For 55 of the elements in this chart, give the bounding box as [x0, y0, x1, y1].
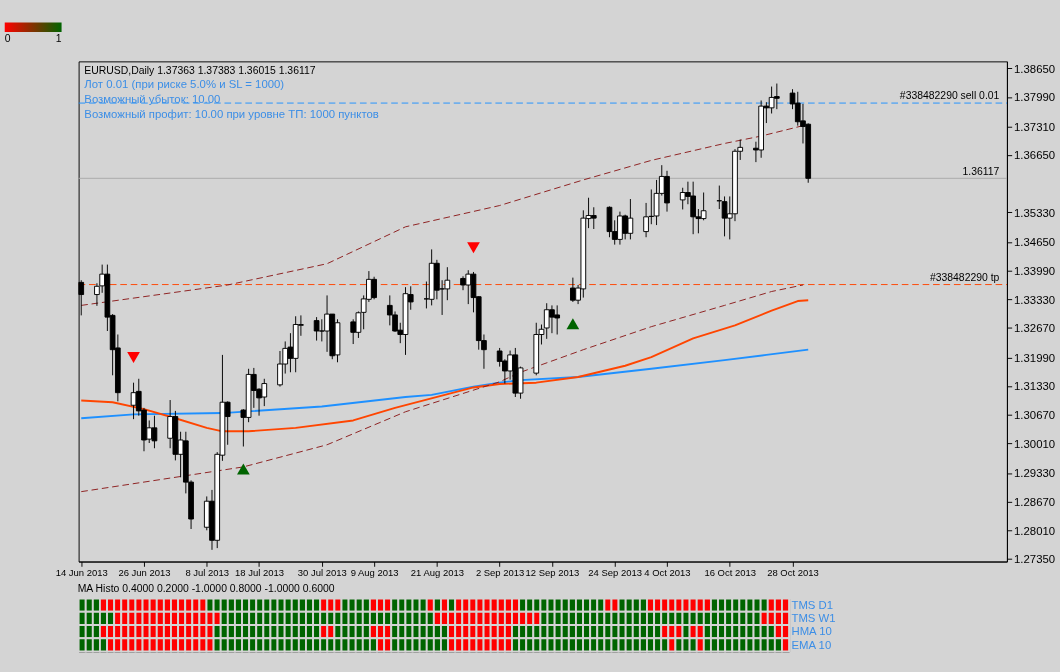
x-tick-label: 2 Sep 2013: [475, 567, 525, 579]
x-tick-label: 21 Aug 2013: [410, 567, 464, 579]
line-series: [80, 299, 810, 433]
annotation: Лот 0.01 (при риске 5.0% и SL = 1000): [84, 77, 285, 90]
candlestick: [313, 316, 320, 342]
y-tick-label: EMA 10: [791, 638, 832, 651]
line-series: [80, 284, 804, 493]
candlestick: [773, 83, 780, 110]
line-series: [80, 348, 810, 420]
y-tick-label: 1.32670: [1014, 322, 1056, 335]
x-tick-label: 26 Jun 2013: [118, 567, 171, 579]
y-tick-label: HMA 10: [791, 625, 832, 638]
y-tick-label: TMS D1: [791, 598, 834, 611]
chart-title: EURUSD,Daily 1.37363 1.37383 1.36015 1.36117: [84, 64, 316, 76]
x-tick-label: 28 Oct 2013: [767, 567, 819, 579]
y-tick-label: 1.36650: [1014, 149, 1056, 162]
candlestick: [590, 206, 597, 230]
y-tick-label: 1.35330: [1014, 206, 1056, 219]
point: [467, 242, 480, 254]
y-tick-label: 1.33990: [1014, 264, 1056, 277]
y-tick-label: 1.30670: [1014, 409, 1056, 422]
y-tick-label: 1.27350: [1014, 553, 1056, 566]
y-tick-label: TMS W1: [791, 612, 836, 625]
candlestick: [460, 275, 466, 291]
y-tick-label: 1.31330: [1014, 380, 1056, 393]
x-tick-label: 18 Jul 2013: [235, 567, 285, 579]
ref-line-label: 1.36117: [962, 165, 1000, 177]
y-tick-label: 1.28670: [1014, 495, 1056, 508]
y-tick-label: 1.28010: [1014, 524, 1056, 537]
x-tick-label: 8 Jul 2013: [185, 567, 230, 579]
y-tick-label: 1.31990: [1014, 351, 1056, 364]
x-tick-label: 24 Sep 2013: [588, 567, 643, 579]
point: [237, 463, 250, 475]
color-bar-label: 0: [4, 33, 11, 45]
x-tick-label: 30 Jul 2013: [297, 567, 347, 579]
ref-line-label: #338482290 sell 0.01: [899, 90, 1000, 102]
y-tick-label: 1.34650: [1014, 236, 1056, 249]
point: [566, 318, 580, 330]
x-tick-label: 9 Aug 2013: [350, 567, 399, 579]
y-tick-label: 1.33330: [1014, 293, 1056, 306]
annotation: Возможный убыток: 10.00: [84, 93, 221, 106]
y-tick-label: 1.38650: [1014, 62, 1056, 75]
x-tick-label: 16 Oct 2013: [704, 567, 757, 579]
point: [127, 352, 140, 363]
y-tick-label: 1.37310: [1014, 120, 1056, 133]
y-tick-label: 1.30010: [1014, 437, 1056, 450]
ref-line-label: #338482290 tp: [929, 271, 1000, 283]
y-tick-label: 1.37990: [1014, 91, 1056, 104]
y-tick-label: 1.29330: [1014, 467, 1056, 480]
chart-title: MA Histo 0.4000 0.2000 -1.0000 0.8000 -1.0000 0.6000: [77, 582, 335, 594]
x-tick-label: 14 Jun 2013: [55, 567, 108, 579]
x-tick-label: 4 Oct 2013: [644, 567, 691, 579]
annotation: Возможный профит: 10.00 при уровне ТП: 1000 пунктов: [84, 108, 379, 121]
color-bar-label: 1: [55, 33, 62, 45]
x-tick-label: 12 Sep 2013: [525, 567, 580, 579]
